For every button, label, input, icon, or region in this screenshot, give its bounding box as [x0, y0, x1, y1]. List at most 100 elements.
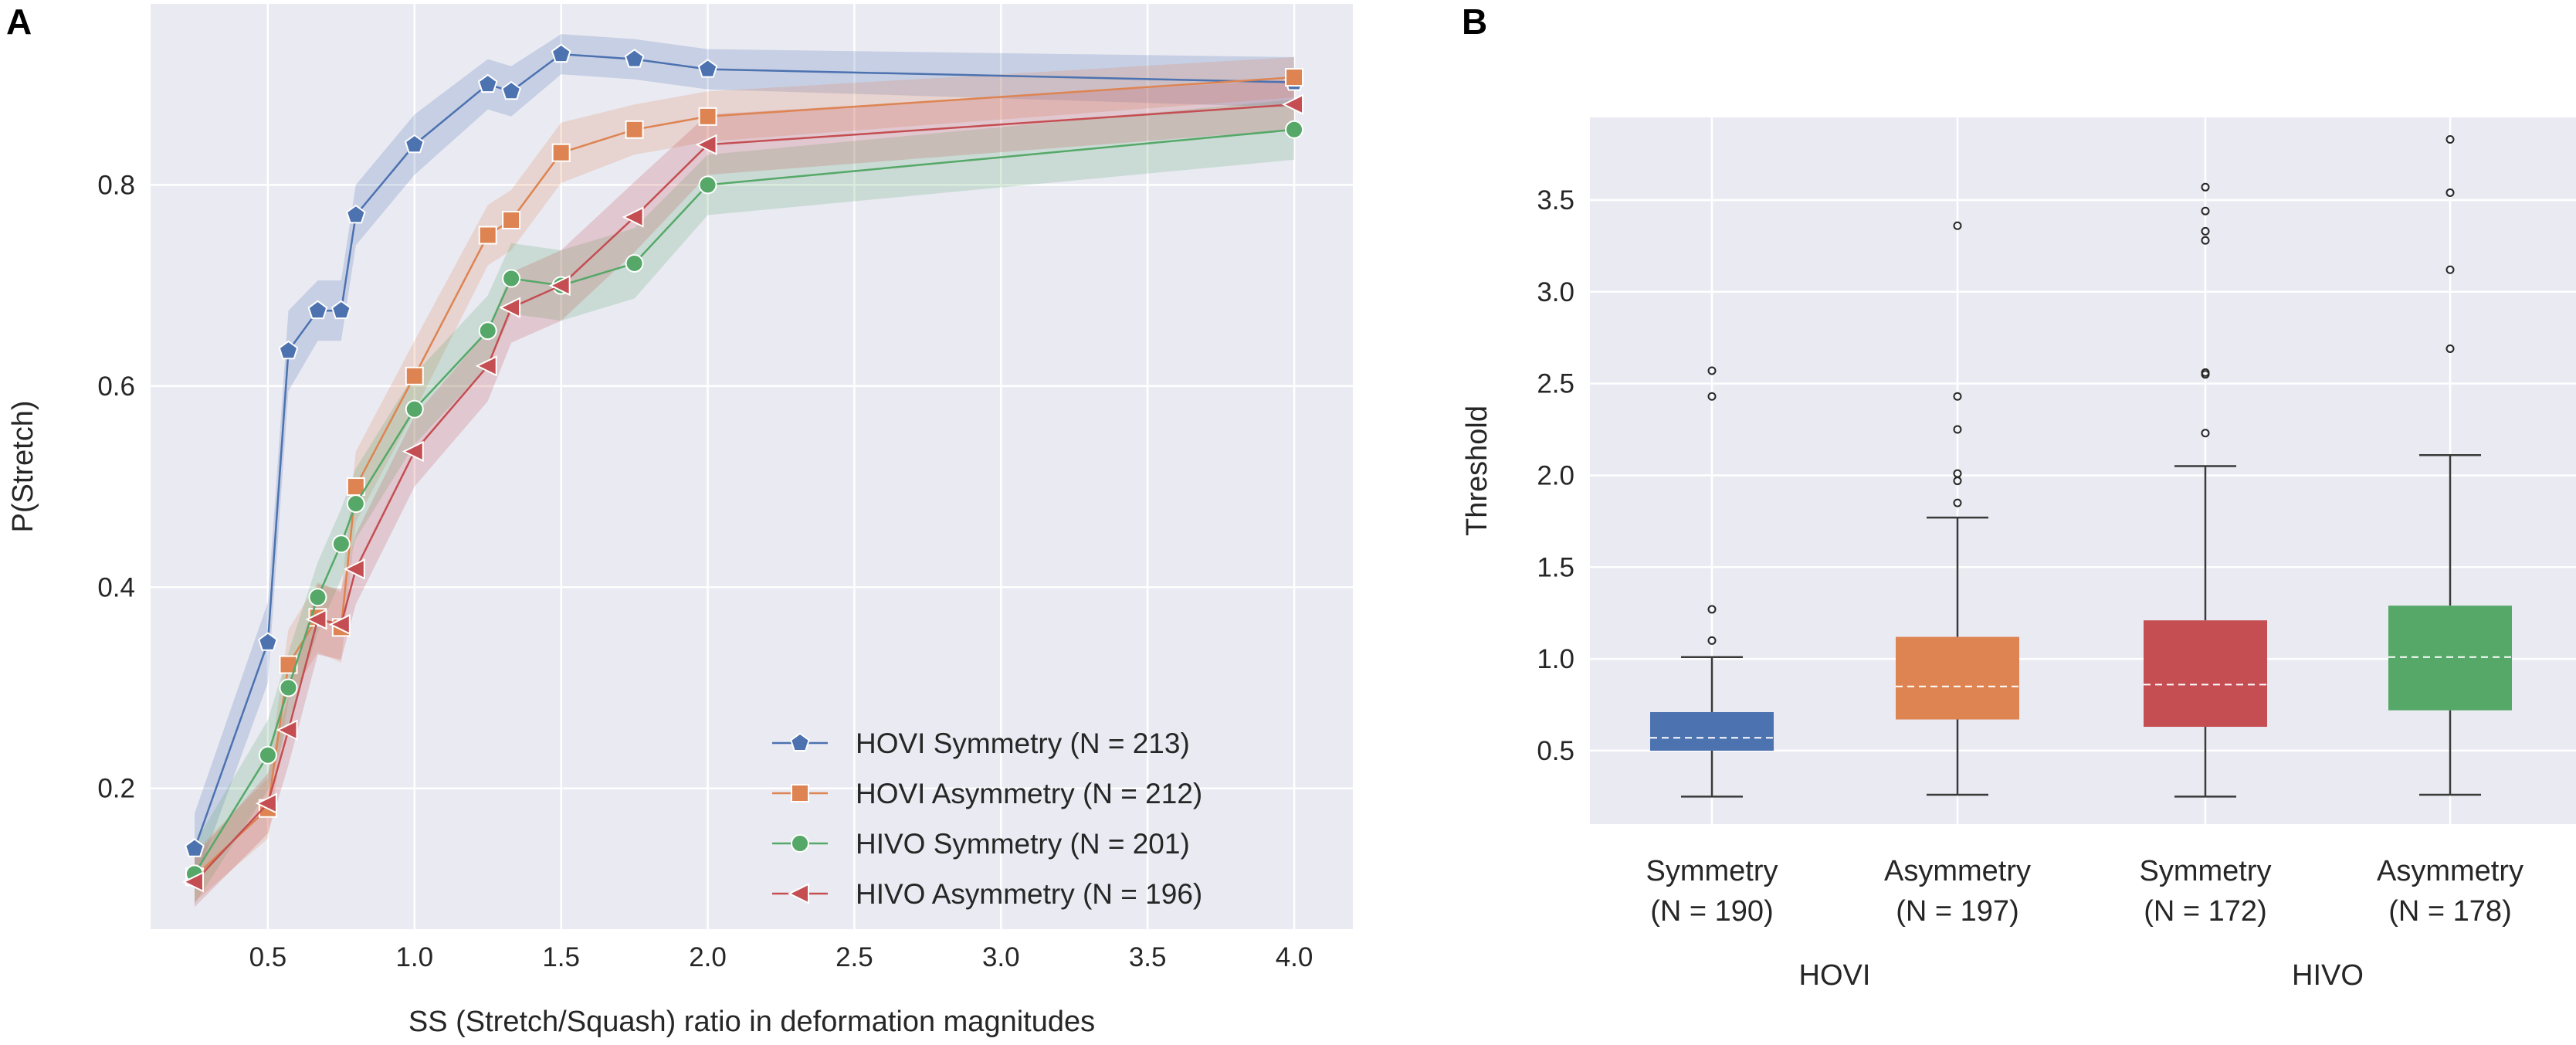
y-tick-label: 1.0	[1537, 644, 1574, 674]
outlier-point	[1953, 425, 1962, 434]
outlier-point	[1707, 636, 1717, 645]
x-tick-label: 3.0	[982, 942, 1020, 972]
plot-a-x-ticks: 0.5 1.0 1.5 2.0 2.5 3.0 3.5 4.0	[249, 942, 1313, 972]
data-point	[502, 269, 521, 288]
x-tick-label: 1.5	[542, 942, 580, 972]
plot-b-category-labels: Symmetry (N = 190) Asymmetry (N = 197) Symme…	[1646, 855, 2524, 992]
data-point	[695, 134, 717, 156]
data-point	[698, 107, 717, 126]
data-point	[305, 609, 327, 630]
outlier-point	[2446, 344, 2455, 353]
legend-entry: HOVI Asymmetry (N = 212)	[856, 778, 1202, 809]
category-n-label: (N = 178)	[2388, 895, 2511, 928]
legend-entry: HIVO Asymmetry (N = 196)	[856, 878, 1202, 910]
data-point	[402, 440, 424, 463]
data-point	[475, 355, 497, 377]
outlier-point	[2201, 368, 2210, 377]
data-point	[308, 588, 327, 607]
y-tick-label: 0.4	[97, 572, 135, 602]
y-tick-label: 1.5	[1537, 552, 1574, 582]
data-point	[345, 204, 366, 224]
data-point	[276, 719, 298, 741]
outlier-point	[1953, 469, 1962, 478]
data-point	[625, 253, 644, 273]
data-point	[185, 838, 205, 857]
outlier-point	[2446, 265, 2455, 274]
y-tick-label: 0.2	[97, 774, 135, 804]
data-point	[404, 134, 425, 154]
legend-entry: HOVI Symmetry (N = 213)	[856, 728, 1190, 759]
plot-a-x-axis-label: SS (Stretch/Squash) ratio in deformation…	[408, 1006, 1095, 1038]
plot-b-boxes	[1650, 135, 2512, 798]
data-point	[1285, 120, 1304, 139]
data-point	[181, 871, 204, 893]
legend-marker	[790, 732, 810, 752]
outlier-point	[2201, 236, 2210, 245]
data-point	[1285, 68, 1304, 87]
category-n-label: (N = 190)	[1650, 895, 1773, 928]
outlier-point	[2446, 135, 2455, 144]
data-point	[279, 678, 298, 697]
outlier-point	[1707, 605, 1717, 614]
x-tick-label: 2.5	[836, 942, 873, 972]
y-tick-label: 0.5	[1537, 736, 1574, 766]
outlier-point	[2446, 188, 2455, 197]
y-tick-label: 0.6	[97, 372, 135, 402]
outlier-point	[2201, 226, 2210, 236]
plot-a-y-axis-label: P(Stretch)	[7, 400, 39, 532]
outlier-point	[2201, 182, 2210, 192]
data-point	[405, 366, 424, 385]
box	[2388, 606, 2512, 711]
x-tick-label: 3.5	[1129, 942, 1167, 972]
plot-a-series	[181, 43, 1304, 893]
y-tick-label: 2.0	[1537, 460, 1574, 490]
outlier-point	[1953, 392, 1962, 401]
data-point	[551, 143, 571, 162]
panel-b-letter: B	[1462, 2, 1487, 42]
data-point	[501, 80, 521, 100]
data-point	[499, 297, 521, 318]
group-label-hovi: HOVI	[1799, 959, 1871, 992]
data-point	[548, 274, 571, 297]
category-n-label: (N = 172)	[2144, 895, 2266, 928]
x-tick-label: 4.0	[1276, 942, 1313, 972]
outlier-point	[1953, 221, 1962, 230]
data-point	[331, 534, 351, 554]
box	[2144, 620, 2267, 728]
category-label: Symmetry	[2140, 855, 2272, 887]
x-tick-label: 1.0	[395, 942, 433, 972]
plot-a-y-ticks: 0.2 0.4 0.6 0.8	[97, 170, 135, 803]
plot-a-legend: HOVI Symmetry (N = 213) HOVI Asymmetry (N…	[772, 728, 1202, 910]
data-point	[478, 226, 497, 245]
group-label-hivo: HIVO	[2292, 959, 2364, 992]
y-tick-label: 2.5	[1537, 369, 1574, 399]
data-point	[328, 613, 351, 636]
outlier-point	[2201, 429, 2210, 438]
data-point	[1282, 93, 1304, 115]
category-label: Symmetry	[1646, 855, 1778, 887]
outlier-point	[1953, 498, 1962, 507]
plot-b-y-ticks: 0.5 1.0 1.5 2.0 2.5 3.0 3.5	[1537, 185, 1574, 766]
legend-marker	[791, 834, 809, 853]
legend-marker	[791, 784, 809, 802]
data-point	[307, 300, 328, 320]
box	[1650, 712, 1774, 751]
data-point	[255, 792, 277, 814]
y-tick-label: 3.5	[1537, 185, 1574, 215]
legend-entry: HIVO Symmetry (N = 201)	[856, 828, 1190, 860]
legend-marker	[787, 883, 809, 904]
y-tick-label: 0.8	[97, 170, 135, 200]
box	[1896, 636, 2019, 720]
data-point	[502, 210, 521, 229]
panel-b: B 0.5 1.0 1.5 2.0 2.5 3.0 3.5 Symmetry (N = 190…	[1461, 2, 2576, 992]
y-tick-label: 3.0	[1537, 277, 1574, 307]
data-point	[405, 399, 424, 419]
data-point	[346, 494, 365, 514]
data-point	[625, 120, 644, 139]
plot-a-background	[151, 4, 1353, 929]
data-point	[478, 321, 497, 341]
outlier-point	[1707, 366, 1717, 375]
panel-a: A 0.5 1.0 1.5 2.0 2.5 3.0 3.5 4.0 0.20.40.60.8 …	[6, 2, 1353, 1038]
x-tick-label: 0.5	[249, 942, 287, 972]
